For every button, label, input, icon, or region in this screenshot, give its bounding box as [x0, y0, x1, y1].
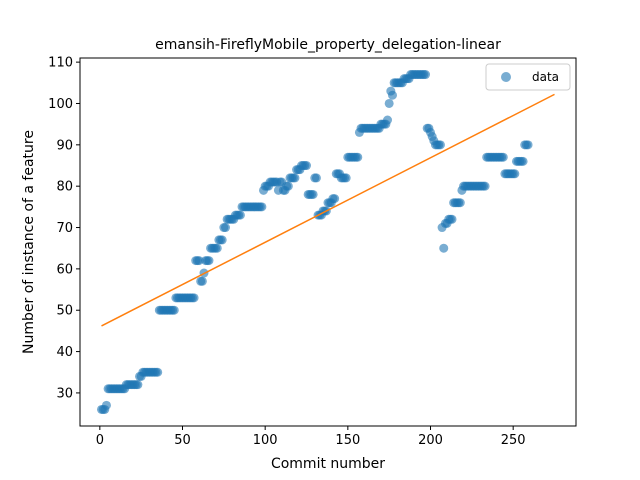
data-point: [510, 169, 520, 179]
data-point: [439, 243, 449, 253]
data-point: [480, 181, 490, 191]
data-point: [153, 367, 163, 377]
data-point: [257, 202, 267, 212]
data-point: [447, 214, 457, 224]
data-point: [435, 140, 445, 150]
data-point: [421, 70, 431, 80]
data-point: [330, 194, 340, 204]
legend: data: [485, 63, 571, 91]
x-tick-label: 0: [96, 433, 104, 448]
data-point: [283, 181, 293, 191]
data-point: [212, 243, 222, 253]
x-axis-label: Commit number: [271, 456, 385, 472]
y-tick-label: 70: [56, 221, 73, 236]
data-point: [308, 189, 318, 199]
y-tick-label: 110: [48, 56, 73, 71]
data-marks: [96, 70, 555, 414]
x-tick-label: 100: [253, 433, 278, 448]
data-point: [194, 256, 204, 266]
data-point: [204, 256, 214, 266]
linear-fit-line: [101, 93, 555, 327]
axis-ticks: 0 50 100 150 200 250 30 40 50 60 70 80 90 100 110: [48, 56, 525, 448]
y-tick-label: 100: [48, 97, 73, 112]
data-point: [353, 152, 363, 162]
data-point: [384, 98, 394, 108]
data-point: [197, 276, 207, 286]
x-tick-label: 200: [418, 433, 443, 448]
plot-frame: [79, 57, 577, 427]
data-point: [341, 173, 351, 183]
data-point: [311, 173, 321, 183]
y-tick-label: 60: [56, 262, 73, 277]
y-tick-label: 50: [56, 304, 73, 319]
data-point: [220, 223, 230, 233]
data-point: [523, 140, 533, 150]
y-tick-label: 30: [56, 386, 73, 401]
y-tick-label: 90: [56, 138, 73, 153]
chart-title: emansih-FireflyMobile_property_delegatio…: [155, 37, 501, 53]
data-point: [101, 400, 111, 410]
data-point: [498, 152, 508, 162]
legend-entry-data: data: [532, 70, 559, 84]
data-point: [235, 210, 245, 220]
data-point: [383, 115, 393, 125]
legend-marker: [501, 72, 511, 82]
x-tick-label: 150: [335, 433, 360, 448]
y-axis-label: Number of instance of a feature: [21, 130, 37, 354]
x-tick-label: 250: [501, 433, 526, 448]
plot-area: [80, 58, 576, 426]
data-point: [169, 305, 179, 315]
data-point: [290, 173, 300, 183]
data-point: [217, 235, 227, 245]
data-point: [189, 293, 199, 303]
data-point: [133, 380, 143, 390]
legend-box: [485, 63, 571, 91]
x-tick-label: 50: [174, 433, 191, 448]
data-point: [518, 156, 528, 166]
y-tick-label: 80: [56, 180, 73, 195]
y-tick-label: 40: [56, 345, 73, 360]
data-point: [387, 90, 397, 100]
data-point: [455, 198, 465, 208]
data-point: [302, 161, 312, 171]
